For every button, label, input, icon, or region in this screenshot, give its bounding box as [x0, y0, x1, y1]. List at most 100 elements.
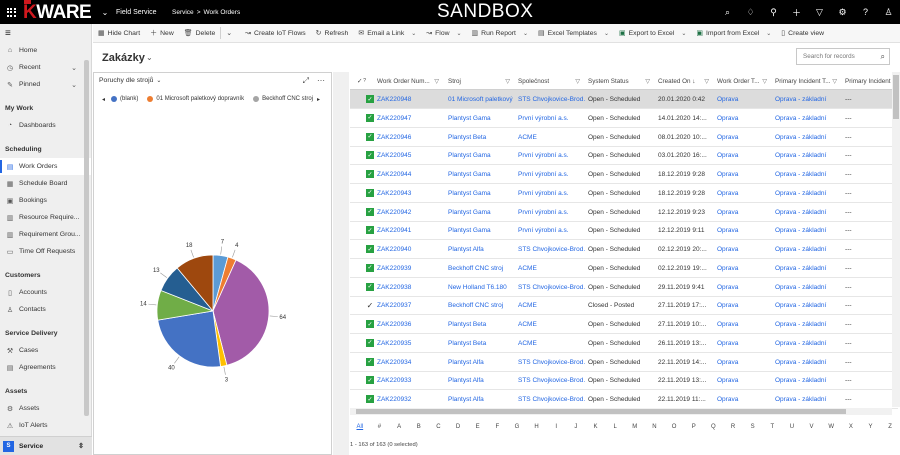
- table-row[interactable]: ✓ ZAK220946 Plantyst Beta ACME Open - Schedu…: [350, 128, 898, 147]
- delete-dropdown[interactable]: ⌄: [221, 24, 240, 43]
- machine-cell[interactable]: Plantyst Gama: [448, 227, 491, 235]
- jump-letter[interactable]: V: [809, 424, 814, 430]
- machine-cell[interactable]: Plantyst Alfa: [448, 377, 484, 385]
- jump-letter[interactable]: H: [534, 424, 539, 430]
- table-row[interactable]: ✓ ZAK220936 Plantyst Beta ACME Open - Schedu…: [350, 315, 898, 334]
- jump-letter[interactable]: K: [593, 424, 598, 430]
- company-cell[interactable]: STS Chvojkovice-Brod...: [518, 246, 585, 253]
- incident-type-cell[interactable]: Oprava - základní: [775, 396, 827, 403]
- status-check-icon[interactable]: ✓: [366, 376, 374, 385]
- refresh-button[interactable]: ↻ Refresh: [315, 29, 349, 38]
- column-filter-icon[interactable]: ▽: [575, 78, 580, 85]
- grid-vertical-scrollbar[interactable]: [892, 72, 900, 407]
- work-order-type-cell[interactable]: Oprava: [717, 171, 739, 178]
- incident-type-cell[interactable]: Oprava - základní: [775, 227, 827, 235]
- gear-icon[interactable]: ⚙: [838, 6, 847, 17]
- new-button[interactable]: ＋ New: [150, 29, 174, 38]
- help-icon[interactable]: ?: [862, 7, 868, 17]
- company-cell[interactable]: První výrobní a.s.: [518, 152, 569, 160]
- table-row[interactable]: ✓ ZAK220934 Plantyst Alfa STS Chvojkovice-B…: [350, 353, 898, 372]
- jump-letter[interactable]: N: [652, 424, 657, 430]
- jump-letter[interactable]: X: [848, 424, 853, 430]
- table-row[interactable]: ✓ ZAK220932 Plantyst Alfa STS Chvojkovice-B…: [350, 390, 898, 409]
- work-order-number[interactable]: ZAK220945: [377, 152, 412, 160]
- column-header[interactable]: Work Order Num... ▽: [377, 77, 439, 85]
- incident-type-cell[interactable]: Oprava - základní: [775, 246, 827, 253]
- select-all-checkbox[interactable]: ✓?: [357, 77, 367, 85]
- sidebar-item-schedule-board[interactable]: ▦ Schedule Board: [6, 180, 68, 188]
- column-filter-icon[interactable]: ▽: [434, 78, 439, 85]
- company-cell[interactable]: První výrobní a.s.: [518, 227, 569, 235]
- chevron-updown-icon[interactable]: ⇳: [78, 443, 84, 450]
- machine-cell[interactable]: Plantyst Beta: [448, 321, 487, 328]
- incident-type-cell[interactable]: Oprava - základní: [775, 321, 827, 328]
- table-row[interactable]: ✓ ZAK220939 Beckhoff CNC stroj ACME Open - S…: [350, 259, 898, 278]
- jump-letter[interactable]: I: [555, 424, 558, 430]
- table-row[interactable]: ✓ ZAK220942 Plantyst Gama První výrobní a.s…: [350, 203, 898, 222]
- create-iot-flows-button[interactable]: ↝ Create IoT Flows: [245, 29, 306, 38]
- column-header[interactable]: Work Order T... ▽: [717, 77, 767, 85]
- company-cell[interactable]: První výrobní a.s.: [518, 114, 569, 122]
- scroll-thumb[interactable]: [356, 409, 846, 414]
- machine-cell[interactable]: Plantyst Gama: [448, 189, 491, 197]
- sidebar-item-time-off-requests[interactable]: ▭ Time Off Requests: [6, 248, 76, 256]
- table-row[interactable]: ✓ ZAK220935 Plantyst Beta ACME Open - Schedu…: [350, 334, 898, 353]
- company-cell[interactable]: STS Chvojkovice-Brod...: [518, 358, 585, 366]
- breadcrumb-work-orders[interactable]: Work Orders: [203, 8, 241, 16]
- pie-slice[interactable]: [176, 254, 214, 313]
- search-input[interactable]: Search for records ⌕: [796, 48, 890, 65]
- chevron-down-icon[interactable]: ⌄: [146, 53, 153, 62]
- status-check-icon[interactable]: ✓: [366, 207, 374, 216]
- jump-letter[interactable]: Y: [868, 424, 873, 430]
- column-header[interactable]: Společnost ▽: [518, 77, 580, 85]
- legend-next-icon[interactable]: ▸: [316, 96, 320, 103]
- incident-type-cell[interactable]: Oprava - základní: [775, 152, 827, 160]
- chevron-down-icon[interactable]: ⌄: [101, 7, 109, 17]
- jump-letter[interactable]: E: [475, 424, 480, 430]
- machine-cell[interactable]: Plantyst Alfa: [448, 246, 484, 253]
- sidebar-item-recent[interactable]: ◷ Recent ⌄: [6, 64, 77, 72]
- jump-letter[interactable]: G: [514, 424, 520, 430]
- scroll-thumb[interactable]: [893, 75, 899, 119]
- work-order-number[interactable]: ZAK220940: [377, 246, 412, 253]
- work-order-type-cell[interactable]: Oprava: [717, 227, 739, 235]
- jump-letter[interactable]: U: [789, 424, 795, 430]
- jump-letter[interactable]: Q: [711, 424, 716, 430]
- work-order-number[interactable]: ZAK220946: [377, 133, 412, 141]
- work-order-number[interactable]: ZAK220941: [377, 227, 412, 235]
- column-header[interactable]: Stroj ▽: [448, 77, 510, 85]
- status-check-icon[interactable]: ✓: [366, 395, 374, 403]
- work-order-type-cell[interactable]: Oprava: [717, 152, 739, 160]
- company-cell[interactable]: STS Chvojkovice-Brod...: [518, 396, 585, 403]
- sidebar-item-iot-alerts[interactable]: ⚠ IoT Alerts: [6, 422, 48, 430]
- column-header[interactable]: Primary Incident T... ▽: [775, 77, 837, 85]
- hide-chart-button[interactable]: ▦ Hide Chart: [98, 29, 141, 38]
- chevron-down-icon[interactable]: ⌄: [522, 30, 528, 37]
- pie-slice[interactable]: [157, 310, 221, 368]
- table-row[interactable]: ✓ ZAK220941 Plantyst Gama První výrobní a.s…: [350, 221, 898, 241]
- expand-chart-icon[interactable]: ⤢: [302, 76, 309, 85]
- chevron-down-icon[interactable]: ⌄: [603, 30, 609, 37]
- pie-slice[interactable]: [212, 259, 270, 366]
- work-order-type-cell[interactable]: Oprava: [717, 114, 739, 122]
- chevron-down-icon[interactable]: ⌄: [71, 64, 77, 72]
- jump-letter[interactable]: F: [495, 424, 500, 430]
- location-icon[interactable]: ⚲: [770, 6, 777, 17]
- status-posted-icon[interactable]: ✓: [366, 300, 374, 310]
- table-row[interactable]: ✓ ZAK220945 Plantyst Gama První výrobní a.s…: [350, 146, 898, 166]
- status-check-icon[interactable]: ✓: [366, 226, 374, 235]
- email-link-button[interactable]: ✉ Email a Link ⌄: [358, 29, 417, 38]
- table-row[interactable]: ✓ ZAK220937 Beckhoff CNC stroj ACME Closed -…: [350, 296, 898, 316]
- table-row[interactable]: ✓ ZAK220943 Plantyst Gama První výrobní a.s…: [350, 184, 898, 203]
- machine-cell[interactable]: Plantyst Gama: [448, 171, 491, 178]
- incident-type-cell[interactable]: Oprava - základní: [775, 96, 827, 103]
- work-order-number[interactable]: ZAK220947: [377, 114, 412, 122]
- grid-horizontal-scrollbar[interactable]: [350, 408, 892, 415]
- create-view-button[interactable]: ▯ Create view: [781, 29, 825, 38]
- jump-letter[interactable]: A: [397, 424, 402, 430]
- incident-type-cell[interactable]: Oprava - základní: [775, 283, 827, 291]
- company-cell[interactable]: STS Chvojkovice-Brod...: [518, 377, 585, 385]
- work-order-number[interactable]: ZAK220934: [377, 358, 412, 366]
- incident-type-cell[interactable]: Oprava - základní: [775, 171, 827, 178]
- chevron-down-icon[interactable]: ⌄: [156, 78, 162, 84]
